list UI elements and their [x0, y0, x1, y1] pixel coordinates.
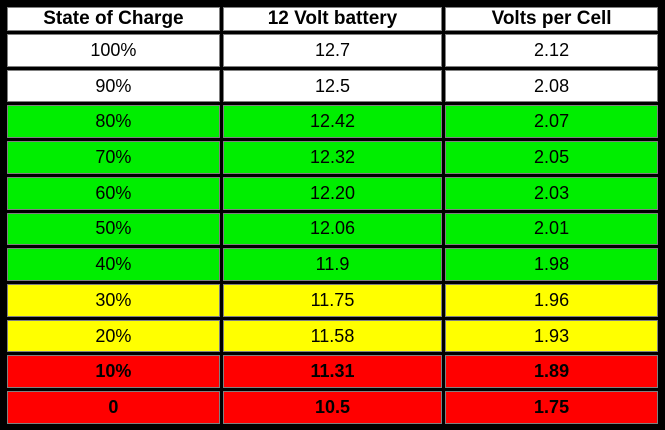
table-row: 60% 12.20 2.03: [7, 176, 658, 210]
volts-per-cell-cell: 1.93: [445, 319, 658, 353]
state-of-charge-cell: 70%: [7, 141, 220, 174]
battery-voltage-cell: 11.31: [222, 355, 443, 389]
volts-per-cell-cell: 2.05: [445, 141, 658, 174]
state-of-charge-cell: 30%: [7, 284, 220, 317]
volts-per-cell-cell: 2.01: [445, 212, 658, 246]
state-of-charge-cell: 20%: [7, 319, 220, 353]
battery-voltage-cell: 12.32: [222, 141, 443, 174]
header-row: State of Charge 12 Volt battery Volts pe…: [7, 7, 658, 31]
table-row: 10% 11.31 1.89: [7, 355, 658, 389]
battery-voltage-cell: 12.42: [222, 105, 443, 139]
state-of-charge-cell: 100%: [7, 34, 220, 67]
state-of-charge-cell: 80%: [7, 105, 220, 139]
battery-voltage-cell: 12.06: [222, 212, 443, 246]
volts-per-cell-cell: 1.96: [445, 284, 658, 317]
state-of-charge-cell: 60%: [7, 176, 220, 210]
header-state-of-charge: State of Charge: [7, 7, 220, 31]
battery-voltage-cell: 12.20: [222, 176, 443, 210]
table-row: 20% 11.58 1.93: [7, 319, 658, 353]
volts-per-cell-cell: 1.75: [445, 391, 658, 424]
table-row: 80% 12.42 2.07: [7, 105, 658, 139]
state-of-charge-cell: 50%: [7, 212, 220, 246]
table-row: 70% 12.32 2.05: [7, 141, 658, 174]
table-row: 30% 11.75 1.96: [7, 284, 658, 317]
volts-per-cell-cell: 2.12: [445, 34, 658, 67]
volts-per-cell-cell: 2.07: [445, 105, 658, 139]
battery-voltage-cell: 12.7: [222, 34, 443, 67]
volts-per-cell-cell: 2.08: [445, 69, 658, 103]
state-of-charge-cell: 10%: [7, 355, 220, 389]
table-row: 40% 11.9 1.98: [7, 248, 658, 282]
state-of-charge-cell: 40%: [7, 248, 220, 282]
battery-voltage-cell: 10.5: [222, 391, 443, 424]
volts-per-cell-cell: 1.89: [445, 355, 658, 389]
table-row: 50% 12.06 2.01: [7, 212, 658, 246]
battery-charge-table: State of Charge 12 Volt battery Volts pe…: [4, 4, 661, 427]
battery-voltage-cell: 12.5: [222, 69, 443, 103]
volts-per-cell-cell: 1.98: [445, 248, 658, 282]
table-row: 100% 12.7 2.12: [7, 34, 658, 67]
battery-voltage-cell: 11.75: [222, 284, 443, 317]
battery-voltage-cell: 11.9: [222, 248, 443, 282]
table-row: 0 10.5 1.75: [7, 391, 658, 424]
header-volts-per-cell: Volts per Cell: [445, 7, 658, 31]
state-of-charge-cell: 90%: [7, 69, 220, 103]
header-12-volt-battery: 12 Volt battery: [222, 7, 443, 31]
state-of-charge-cell: 0: [7, 391, 220, 424]
volts-per-cell-cell: 2.03: [445, 176, 658, 210]
battery-voltage-cell: 11.58: [222, 319, 443, 353]
table-row: 90% 12.5 2.08: [7, 69, 658, 103]
